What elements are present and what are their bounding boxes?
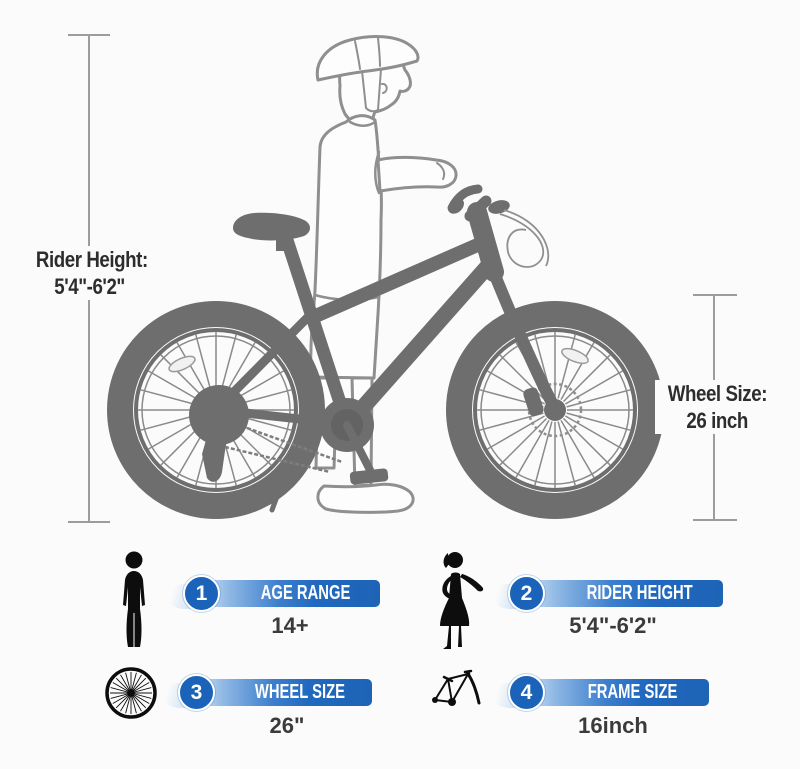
- rider-height-annotation: Rider Height: 5'4"-6'2": [26, 246, 154, 300]
- rider-helmet: [315, 35, 420, 82]
- handlebar-grip: [448, 198, 464, 214]
- frame-icon: [432, 669, 481, 706]
- spec-badge-frame-size: FRAME SIZE 4: [491, 674, 723, 720]
- rider-shoe: [316, 482, 415, 514]
- rear-derailleur: [202, 440, 226, 482]
- badge-number: 3: [178, 674, 215, 711]
- drivetrain: [189, 385, 389, 485]
- spec-value-age-range: 14+: [271, 613, 309, 638]
- front-wheel: [446, 301, 664, 519]
- brake-cables: [499, 209, 550, 268]
- badge-label: AGE RANGE: [261, 582, 351, 604]
- front-disc-rotor: [527, 382, 583, 438]
- front-reflector: [561, 347, 589, 365]
- badge-label: RIDER HEIGHT: [586, 582, 694, 604]
- handlebar-assembly: [447, 184, 550, 268]
- spec-badge-rider-height: RIDER HEIGHT 2: [491, 575, 723, 621]
- front-brake-caliper: [523, 387, 544, 417]
- wheel-icon: [105, 667, 157, 719]
- bike: [107, 184, 664, 519]
- rear-reflector: [168, 355, 196, 373]
- badge-bar: AGE RANGE: [196, 580, 380, 607]
- badge-bar: WHEEL SIZE: [191, 679, 372, 706]
- cassette: [189, 385, 249, 445]
- badge-number: 1: [183, 575, 220, 612]
- wheel-size-value: 26 inch: [686, 408, 748, 433]
- wheel-size-annotation: Wheel Size: 26 inch: [655, 380, 779, 434]
- spec-value-rider-height: 5'4"-6'2": [569, 613, 657, 638]
- bike-frame: [213, 202, 559, 513]
- rider-arm: [374, 150, 458, 195]
- wheel-size-label: Wheel Size:: [667, 381, 767, 406]
- rider-height-label: Rider Height:: [35, 247, 148, 272]
- badge-bar: RIDER HEIGHT: [521, 580, 723, 607]
- badge-number: 4: [508, 674, 545, 711]
- spec-value-frame-size: 16inch: [578, 713, 648, 738]
- saddle: [233, 212, 310, 241]
- spec-badge-age-range: AGE RANGE 1: [166, 575, 398, 621]
- woman-icon: [440, 552, 484, 649]
- badge-number: 2: [508, 575, 545, 612]
- pedal: [349, 468, 389, 485]
- crank-arm: [343, 421, 374, 474]
- rider-height-value: 5'4"-6'2": [54, 274, 126, 299]
- badge-label: WHEEL SIZE: [254, 681, 345, 703]
- badge-label: FRAME SIZE: [588, 681, 678, 703]
- spec-value-wheel-size: 26": [269, 713, 305, 738]
- bike-rider-illustration: [68, 34, 737, 523]
- man-icon: [123, 551, 145, 647]
- spec-badge-wheel-size: WHEEL SIZE 3: [161, 674, 393, 720]
- badge-bar: FRAME SIZE: [521, 679, 709, 706]
